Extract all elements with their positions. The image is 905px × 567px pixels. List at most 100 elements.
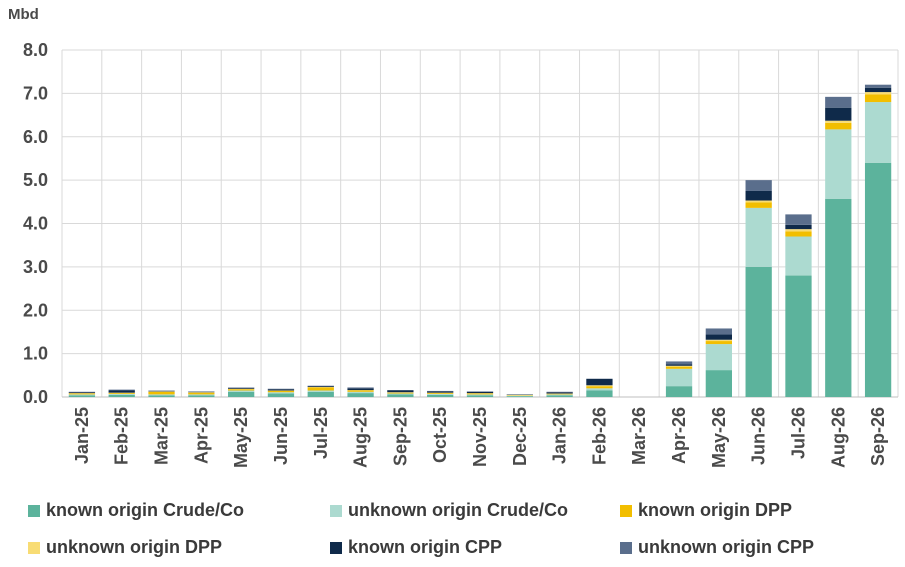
bar-segment xyxy=(466,391,494,394)
bar-segment xyxy=(427,393,454,395)
gridlines xyxy=(61,49,899,398)
bar-segment xyxy=(825,107,852,121)
y-tick-label: 6.0 xyxy=(23,127,48,147)
bar-segment xyxy=(108,394,135,397)
bar-segment xyxy=(427,391,454,393)
bar-segment xyxy=(347,387,374,389)
bar-segment xyxy=(228,387,255,389)
stacked-bar-chart: 0.0 1.0 2.0 3.0 4.0 5.0 6.0 7.0 8.0 Jan-25 Feb-25… xyxy=(23,40,899,468)
legend-swatch xyxy=(330,504,342,517)
bar-segment xyxy=(825,120,852,123)
x-tick-label: Jan-25 xyxy=(72,407,92,464)
legend-swatch xyxy=(28,504,40,517)
bar-segment xyxy=(68,393,96,395)
x-tick-label: Apr-26 xyxy=(669,407,689,464)
bar-segment xyxy=(785,214,812,225)
bar-segment xyxy=(347,388,374,391)
bar-segment xyxy=(427,394,454,397)
x-tick-label: Sep-25 xyxy=(390,407,410,466)
bar-segment xyxy=(586,386,613,389)
bar-segment xyxy=(267,390,295,393)
bar-segment xyxy=(347,391,374,394)
y-tick-label: 1.0 xyxy=(23,344,48,364)
bar-segment xyxy=(387,390,414,393)
bar-segment xyxy=(148,391,175,395)
x-tick-label: May-25 xyxy=(231,407,251,468)
y-tick-label: 7.0 xyxy=(23,83,48,103)
bar-segment xyxy=(785,229,812,232)
bar-segment xyxy=(546,394,573,396)
bar-segment xyxy=(745,266,772,397)
bar-segment xyxy=(466,395,494,397)
bar-segment xyxy=(785,275,812,397)
bar-segment xyxy=(825,122,852,130)
bar-segment xyxy=(68,395,96,397)
legend-item: unknown origin Crude/Co xyxy=(330,500,568,521)
bar-segment xyxy=(427,393,454,394)
legend-swatch xyxy=(620,541,632,554)
bar-segment xyxy=(148,394,175,396)
bar-segment xyxy=(108,389,135,391)
x-tick-label: Jul-25 xyxy=(311,407,331,459)
bar-segment xyxy=(705,334,732,340)
bar-segment xyxy=(705,341,732,345)
x-tick-label: Jan-26 xyxy=(550,407,570,464)
x-tick-label: Apr-25 xyxy=(191,407,211,464)
bar-segment xyxy=(665,365,693,367)
x-tick-label: Aug-26 xyxy=(828,407,848,468)
bar-segment xyxy=(785,236,812,276)
bar-segment xyxy=(546,395,573,397)
bar-segment xyxy=(864,94,892,103)
legend-label: known origin CPP xyxy=(348,537,503,557)
bar-segment xyxy=(466,394,494,396)
bar-segment xyxy=(267,392,295,394)
bar-segment xyxy=(188,394,215,396)
legend-label: unknown origin DPP xyxy=(46,537,222,557)
x-tick-label: May-26 xyxy=(709,407,729,468)
bar-segment xyxy=(665,368,693,387)
bar-segment xyxy=(825,96,852,108)
bar-segment xyxy=(466,393,494,395)
y-tick-label: 8.0 xyxy=(23,40,48,60)
bar-segment xyxy=(825,198,852,397)
legend-item: known origin Crude/Co xyxy=(28,500,244,521)
bar-segment xyxy=(586,378,613,386)
bar-segment xyxy=(188,395,215,397)
legend-swatch xyxy=(28,541,40,554)
bar-segment xyxy=(745,200,772,203)
bar-segment xyxy=(745,207,772,267)
y-tick-label: 3.0 xyxy=(23,257,48,277)
x-tick-label: Dec-25 xyxy=(510,407,530,466)
bar-segment xyxy=(705,370,732,397)
bar-segment xyxy=(108,393,135,394)
legend-item: known origin CPP xyxy=(330,537,502,558)
x-tick-label: Feb-26 xyxy=(589,407,609,465)
bar-segment xyxy=(864,92,892,95)
bar-segment xyxy=(705,328,732,335)
bar-segment xyxy=(506,396,533,397)
y-axis-unit-label: Mbd xyxy=(8,6,39,23)
bar-segment xyxy=(665,361,693,365)
x-tick-label: Feb-25 xyxy=(112,407,132,465)
bar-segment xyxy=(307,391,334,397)
bar-segment xyxy=(785,224,812,230)
bar-segment xyxy=(546,392,573,394)
bar-segment xyxy=(665,386,693,397)
bar-segment xyxy=(586,385,613,387)
bar-segment xyxy=(665,366,693,369)
bar-segment xyxy=(387,393,414,395)
legend-swatch xyxy=(620,504,632,517)
y-tick-label: 4.0 xyxy=(23,214,48,234)
bar-segment xyxy=(108,393,135,395)
bar-segment xyxy=(347,390,374,392)
legend-label: known origin Crude/Co xyxy=(46,500,244,520)
legend-item: unknown origin CPP xyxy=(620,537,814,558)
bar-segment xyxy=(307,390,334,392)
bar-segment xyxy=(387,392,414,394)
legend-swatch xyxy=(330,541,342,554)
x-tick-label: Nov-25 xyxy=(470,407,490,467)
bar-segment xyxy=(68,394,96,396)
bar-segment xyxy=(785,231,812,237)
bar-segment xyxy=(307,386,334,388)
y-tick-label: 5.0 xyxy=(23,170,48,190)
